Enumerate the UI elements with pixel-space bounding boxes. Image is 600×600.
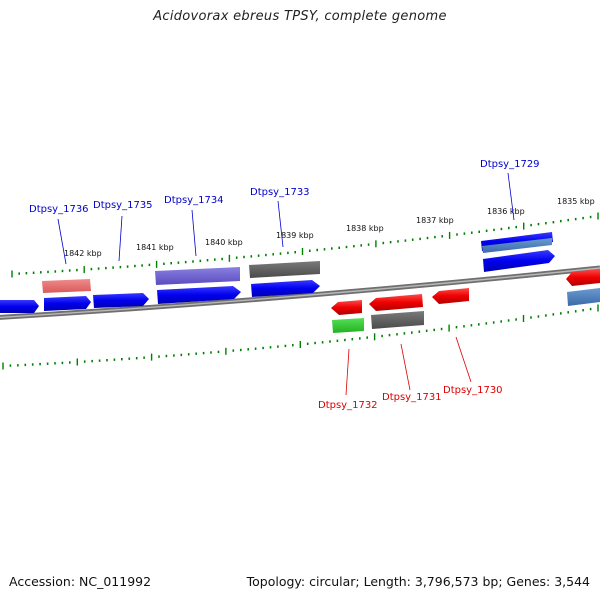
gene-arrow-dtpsy-1733-upper[interactable] [249, 261, 320, 278]
map-title: Acidovorax ebreus TPSY, complete genome [153, 9, 447, 24]
gene-arrow-reverse-right[interactable] [566, 269, 600, 286]
gene-arrow-dtpsy-1736-upper[interactable] [42, 279, 91, 293]
kbp-label-1837: 1837 kbp [416, 216, 454, 225]
leader-line [455, 336, 472, 383]
leader-line [345, 348, 350, 396]
inner-scale-ticks [2, 304, 599, 370]
leader-line [400, 343, 411, 391]
gene-arrow-dtpsy-1732-lower[interactable] [332, 318, 364, 333]
gene-label-dtpsy-1732[interactable]: Dtpsy_1732 [318, 400, 378, 411]
gene-label-dtpsy-1734[interactable]: Dtpsy_1734 [164, 195, 224, 206]
gene-arrow-dtpsy-1731-lower[interactable] [371, 311, 424, 329]
gene-label-dtpsy-1735[interactable]: Dtpsy_1735 [93, 200, 153, 211]
gene-arrow-dtpsy-1733[interactable] [251, 280, 320, 297]
leader-line [277, 200, 284, 248]
kbp-label-1838: 1838 kbp [346, 224, 384, 233]
gene-arrow-dtpsy-1732[interactable] [331, 300, 362, 315]
gene-arrow-dtpsy-1735[interactable] [93, 293, 149, 308]
leader-line [118, 215, 123, 262]
gene-arrow-dtpsy-1730[interactable] [432, 288, 469, 304]
kbp-label-1839: 1839 kbp [276, 231, 314, 240]
gene-label-dtpsy-1733[interactable]: Dtpsy_1733 [250, 187, 310, 198]
kbp-label-1835: 1835 kbp [557, 197, 595, 206]
gene-arrow-dtpsy-1729-middle[interactable] [482, 238, 552, 253]
leader-line [191, 209, 197, 257]
gene-arrow-dtpsy-1736[interactable] [44, 296, 91, 311]
leader-line [507, 172, 515, 221]
leader-line [57, 218, 67, 265]
gene-label-dtpsy-1736[interactable]: Dtpsy_1736 [29, 204, 89, 215]
genome-summary-text: Topology: circular; Length: 3,796,573 bp… [246, 574, 590, 589]
kbp-label-1836: 1836 kbp [487, 207, 525, 216]
outer-scale-ticks [11, 212, 599, 278]
gene-arrow-forward-right[interactable] [567, 288, 600, 306]
gene-label-dtpsy-1729[interactable]: Dtpsy_1729 [480, 159, 540, 170]
gene-arrow-dtpsy-1731[interactable] [369, 294, 423, 311]
gene-arrow-forward[interactable] [0, 300, 39, 313]
gene-arrow-dtpsy-1734[interactable] [157, 286, 241, 304]
accession-text: Accession: NC_011992 [9, 574, 152, 589]
kbp-label-1841: 1841 kbp [136, 243, 174, 252]
kbp-label-1840: 1840 kbp [205, 238, 243, 247]
gene-label-dtpsy-1731[interactable]: Dtpsy_1731 [382, 392, 442, 403]
gene-label-dtpsy-1730[interactable]: Dtpsy_1730 [443, 385, 503, 396]
kbp-label-1842: 1842 kbp [64, 249, 102, 258]
gene-arrow-dtpsy-1734-upper[interactable] [155, 267, 240, 285]
gene-arrow-dtpsy-1729[interactable] [483, 250, 555, 272]
